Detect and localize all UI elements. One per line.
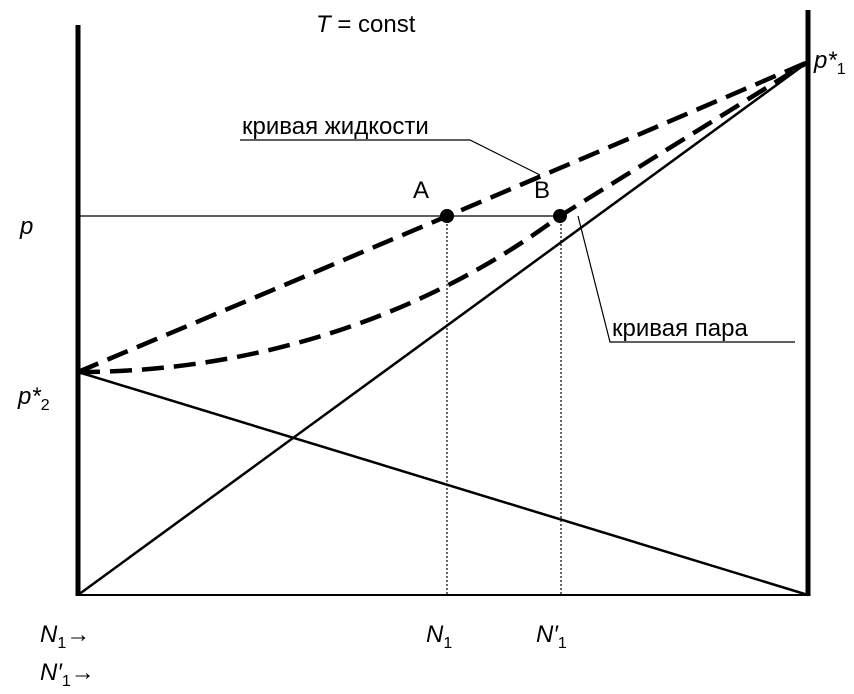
p-star-2: p*2 — [17, 383, 50, 414]
x-axis-label: N1→ — [40, 621, 90, 652]
x-axis-label: N′1→ — [40, 659, 95, 690]
vapor-leader — [577, 215, 795, 343]
liquid-leader — [240, 139, 541, 176]
vapor-curve — [77, 60, 810, 375]
x-mark: N1 — [426, 621, 452, 652]
partial-pressure-1 — [77, 60, 809, 597]
point-label: B — [534, 177, 550, 204]
point-label: A — [413, 177, 429, 204]
partial-pressure-2 — [77, 370, 809, 597]
vapor-label: кривая пара — [612, 315, 748, 342]
frame — [75, 10, 811, 597]
point-a — [440, 209, 454, 223]
title: T = const — [316, 11, 416, 38]
p-label: p — [19, 213, 33, 240]
liquid-label: кривая жидкости — [242, 113, 429, 140]
point-b — [553, 209, 567, 223]
x-mark: N′1 — [536, 621, 567, 652]
p-star-1: p*1 — [813, 47, 846, 78]
